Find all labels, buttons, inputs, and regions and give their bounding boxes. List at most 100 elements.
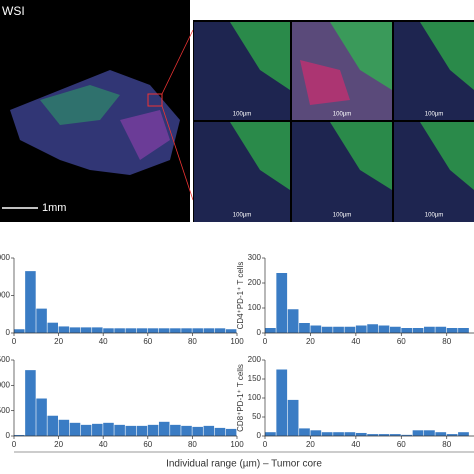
x-tick-label: 60 (143, 337, 152, 346)
bar (214, 427, 226, 436)
bar (47, 322, 58, 333)
bar (333, 432, 344, 436)
bar (203, 328, 215, 333)
bar (435, 432, 447, 436)
bar (14, 329, 25, 333)
x-tick-label: 40 (351, 337, 360, 346)
tile-scale: 100µm (233, 213, 251, 219)
bar (92, 423, 103, 436)
bar (225, 428, 237, 436)
bar (435, 326, 447, 333)
bar (147, 424, 159, 436)
x-tick-label: 20 (306, 440, 315, 449)
y-tick-label: 200 (248, 278, 262, 287)
x-tick-label: 40 (351, 440, 360, 449)
x-tick-label: 0 (263, 440, 268, 449)
x-tick-label: 0 (263, 337, 268, 346)
y-tick-label: 0 (6, 431, 11, 440)
bar (458, 432, 469, 436)
zoom-line (161, 105, 194, 201)
bar (136, 328, 148, 333)
bar (446, 434, 458, 436)
y-axis-label: CD8⁺PD-1⁺ T cells (236, 364, 245, 432)
y-tick-label: 100 (248, 303, 262, 312)
x-tick-label: 60 (397, 337, 406, 346)
bar (192, 328, 203, 333)
bar (158, 328, 170, 333)
y-tick-label: 300 (248, 253, 262, 262)
bar (401, 434, 413, 436)
y-tick-label: 4000 (0, 253, 11, 262)
tile-scale: 100µm (333, 112, 351, 118)
bar (424, 326, 435, 333)
bar (367, 434, 378, 436)
bar (355, 432, 367, 436)
x-tick-label: 0 (12, 440, 17, 449)
bar (214, 328, 226, 333)
bar (14, 434, 25, 436)
bar (47, 415, 58, 436)
bar (401, 328, 413, 333)
bar (310, 325, 322, 333)
bar (181, 425, 192, 436)
bar (344, 432, 356, 436)
bar (125, 425, 137, 436)
bar (299, 428, 310, 436)
x-tick-label: 80 (442, 440, 451, 449)
bar (333, 326, 344, 333)
x-tick-label: 40 (99, 337, 108, 346)
wsi-label: WSI (2, 4, 25, 18)
tiles (193, 20, 474, 222)
x-tick-label: 80 (442, 337, 451, 346)
zoom-box (147, 93, 163, 107)
bar (203, 425, 215, 436)
bar (344, 326, 356, 333)
bar (25, 370, 36, 436)
bar (265, 432, 276, 436)
x-tick-label: 100 (230, 440, 244, 449)
y-tick-label: 5000 (0, 380, 11, 389)
x-tick-label: 0 (12, 337, 17, 346)
bar (125, 328, 137, 333)
y-tick-label: 200 (248, 355, 262, 364)
bar (80, 327, 92, 333)
x-tick-label: 60 (397, 440, 406, 449)
bar (25, 271, 36, 333)
bar (299, 323, 310, 333)
bar (80, 424, 92, 436)
bar (181, 328, 192, 333)
bar (458, 328, 469, 333)
bar (36, 308, 47, 333)
bar (58, 419, 70, 436)
x-tick-label: 40 (99, 440, 108, 449)
bar (424, 430, 435, 436)
y-axis-label: CD4⁺PD-1⁺ T cells (236, 262, 245, 330)
bar (103, 422, 114, 436)
x-tick-label: 80 (188, 337, 197, 346)
bar (158, 421, 170, 436)
x-tick-label: 80 (188, 440, 197, 449)
bar (114, 328, 125, 333)
y-tick-label: 2500 (0, 406, 11, 415)
bar (412, 328, 424, 333)
bar (378, 434, 390, 436)
zoom-line (161, 29, 194, 95)
bar (265, 328, 276, 333)
y-tick-label: 50 (252, 412, 261, 421)
bar (170, 424, 181, 436)
x-tick-label: 100 (230, 337, 244, 346)
bar (69, 422, 81, 436)
bar (276, 273, 288, 333)
x-tick-label: 20 (54, 337, 63, 346)
bar (92, 327, 103, 333)
bar (276, 369, 288, 436)
bar (36, 398, 47, 436)
tile-scale: 100µm (425, 112, 443, 118)
y-tick-label: 150 (248, 374, 262, 383)
tile-scale: 100µm (425, 213, 443, 219)
bar (136, 425, 148, 436)
bar (412, 430, 424, 436)
bar (355, 325, 367, 333)
